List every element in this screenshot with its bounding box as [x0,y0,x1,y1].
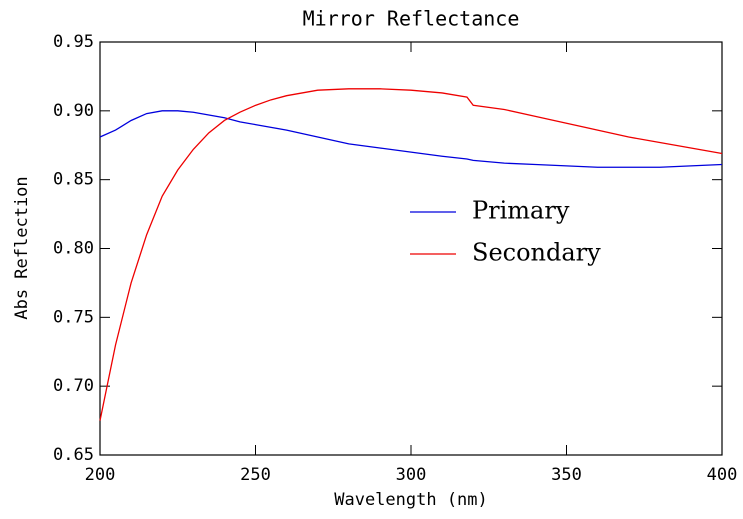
legend-label: Secondary [472,239,601,267]
y-tick-label: 0.70 [53,376,94,396]
x-tick-label: 400 [707,465,738,485]
x-axis-label: Wavelength (nm) [334,490,488,510]
x-tick-label: 250 [240,465,271,485]
line [99,88,723,421]
plot-frame [99,41,723,456]
y-tick-label: 0.80 [53,239,94,259]
chart-title: Mirror Reflectance [303,7,520,31]
y-tick-label: 0.95 [53,32,94,52]
legend-label: Primary [472,197,570,225]
x-tick-label: 200 [85,465,116,485]
x-tick-label: 350 [551,465,582,485]
y-axis-label: Abs Reflection [12,176,32,319]
line [99,110,723,168]
y-tick-label: 0.90 [53,101,94,121]
y-tick-label: 0.65 [53,445,94,465]
y-tick-label: 0.75 [53,307,94,327]
y-tick-label: 0.85 [53,170,94,190]
x-tick-label: 300 [396,465,427,485]
